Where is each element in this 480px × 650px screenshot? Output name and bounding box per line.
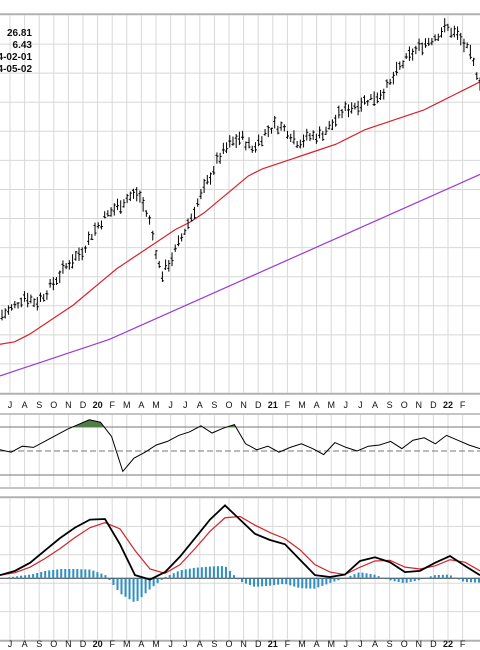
price-x-tick-label: A xyxy=(22,400,28,410)
price-x-tick-label: S xyxy=(211,400,217,410)
info-value-2: 6.43 xyxy=(12,40,32,51)
price-x-tick-label: J xyxy=(183,400,188,410)
macd-x-tick-label: D xyxy=(255,639,262,649)
price-x-tick-label: J xyxy=(344,400,349,410)
price-x-tick-label: N xyxy=(416,400,423,410)
price-x-tick-label: J xyxy=(8,400,13,410)
macd-x-tick-label: O xyxy=(50,639,57,649)
macd-x-tick-label: A xyxy=(372,639,378,649)
macd-x-tick-label: D xyxy=(430,639,437,649)
price-x-tick-label: M xyxy=(152,400,160,410)
price-x-tick-label: M xyxy=(327,400,335,410)
macd-x-tick-label: N xyxy=(240,639,247,649)
price-x-tick-label: N xyxy=(240,400,247,410)
macd-x-tick-label: A xyxy=(197,639,203,649)
oscillator-overbought-fill xyxy=(72,419,105,427)
macd-x-tick-label: A xyxy=(314,639,320,649)
info-value-4: 4-05-02 xyxy=(0,64,32,75)
macd-x-tick-label: A xyxy=(138,639,144,649)
price-x-tick-label: J xyxy=(168,400,173,410)
price-x-tick-label: D xyxy=(80,400,87,410)
macd-x-tick-label: F xyxy=(460,639,466,649)
price-x-tick-label: M xyxy=(123,400,131,410)
macd-x-tick-label: J xyxy=(358,639,363,649)
macd-x-tick-label: M xyxy=(123,639,131,649)
macd-x-tick-label: D xyxy=(80,639,87,649)
macd-x-tick-label: 22 xyxy=(443,639,453,649)
macd-x-tick-label: M xyxy=(298,639,306,649)
panel-frames xyxy=(0,13,480,642)
price-x-tick-label: S xyxy=(387,400,393,410)
price-x-tick-label: O xyxy=(401,400,408,410)
price-x-tick-label: F xyxy=(460,400,466,410)
macd-x-tick-label: S xyxy=(387,639,393,649)
price-x-tick-label: A xyxy=(197,400,203,410)
macd-x-tick-label: N xyxy=(416,639,423,649)
macd-x-tick-label: J xyxy=(344,639,349,649)
price-x-tick-label: A xyxy=(138,400,144,410)
moving-average-long xyxy=(0,173,480,377)
macd-line xyxy=(0,504,480,581)
price-x-tick-label: N xyxy=(65,400,72,410)
oscillator-line xyxy=(0,419,480,473)
price-x-tick-label: O xyxy=(225,400,232,410)
macd-x-tick-label: 21 xyxy=(268,639,278,649)
macd-x-tick-label: S xyxy=(36,639,42,649)
moving-average-short xyxy=(0,81,480,345)
macd-signal-line xyxy=(0,515,480,576)
macd-x-tick-label: O xyxy=(401,639,408,649)
macd-x-tick-label: J xyxy=(183,639,188,649)
macd-x-tick-label: A xyxy=(22,639,28,649)
info-value-3: 4-02-01 xyxy=(0,52,32,63)
price-x-tick-label: A xyxy=(314,400,320,410)
price-x-tick-label: O xyxy=(50,400,57,410)
info-value-1: 26.81 xyxy=(6,28,32,39)
price-x-tick-label: S xyxy=(36,400,42,410)
macd-x-tick-label: N xyxy=(65,639,72,649)
price-x-tick-label: 22 xyxy=(443,400,453,410)
price-x-tick-label: A xyxy=(372,400,378,410)
macd-x-tick-label: M xyxy=(152,639,160,649)
macd-x-tick-label: F xyxy=(109,639,115,649)
macd-x-tick-label: M xyxy=(327,639,335,649)
price-x-tick-label: M xyxy=(298,400,306,410)
macd-x-tick-label: O xyxy=(225,639,232,649)
price-x-tick-label: D xyxy=(430,400,437,410)
macd-x-tick-label: S xyxy=(211,639,217,649)
macd-x-tick-label: 20 xyxy=(93,639,103,649)
price-x-tick-label: F xyxy=(285,400,291,410)
macd-x-tick-label: J xyxy=(168,639,173,649)
series-layer xyxy=(0,18,480,602)
macd-x-tick-label: F xyxy=(285,639,291,649)
price-x-tick-label: J xyxy=(358,400,363,410)
price-x-tick-label: F xyxy=(109,400,115,410)
axis-labels: J A S O N D 20 F M A M J J A S O N D 21 F M A M J J A S O N D 22 FJ A S O N… xyxy=(8,400,466,649)
grid-layer xyxy=(0,14,480,641)
macd-x-tick-label: J xyxy=(8,639,13,649)
price-x-tick-label: D xyxy=(255,400,262,410)
price-x-tick-label: 20 xyxy=(93,400,103,410)
price-x-tick-label: 21 xyxy=(268,400,278,410)
